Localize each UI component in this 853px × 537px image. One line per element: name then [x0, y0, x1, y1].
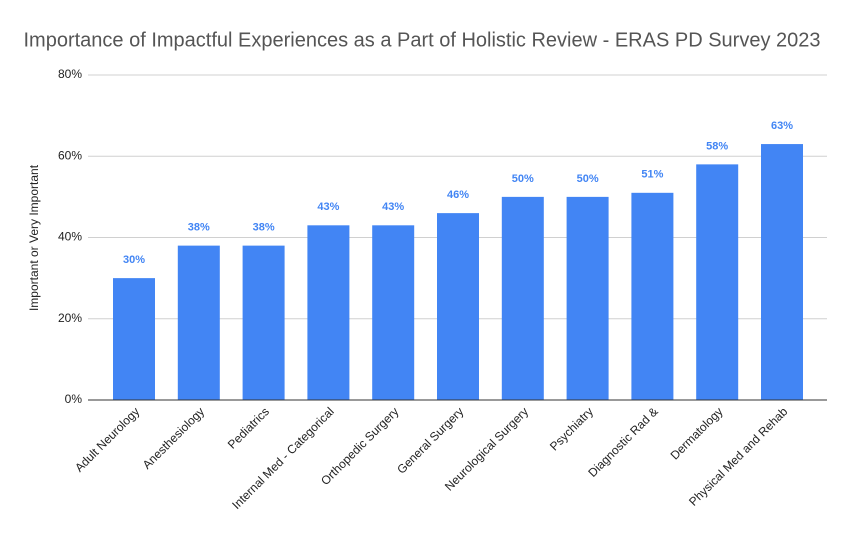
bar [177, 245, 220, 400]
bar [501, 196, 544, 400]
y-tick-label: 80% [58, 67, 82, 81]
y-tick-label: 40% [58, 230, 82, 244]
value-label: 46% [447, 189, 469, 201]
value-label: 30% [123, 254, 145, 266]
bar [113, 278, 155, 400]
bar [307, 225, 350, 400]
value-label: 51% [641, 169, 663, 181]
value-label: 63% [771, 120, 793, 132]
bar [242, 245, 285, 400]
y-tick-label: 0% [65, 392, 83, 406]
value-label: 38% [188, 222, 210, 234]
value-label: 50% [577, 173, 599, 185]
y-tick-label: 20% [58, 311, 82, 325]
value-label: 58% [706, 140, 728, 152]
bar [566, 196, 609, 400]
value-label: 43% [382, 201, 404, 213]
value-label: 38% [253, 222, 275, 234]
value-label: 43% [317, 201, 339, 213]
bar [631, 192, 674, 400]
bar [372, 225, 415, 400]
chart-title: Importance of Impactful Experiences as a… [23, 29, 820, 51]
value-label: 50% [512, 173, 534, 185]
y-axis-label: Important or Very Important [27, 164, 41, 311]
bar [696, 164, 739, 400]
y-tick-label: 60% [58, 148, 82, 162]
bar [761, 144, 803, 400]
bar [437, 213, 479, 400]
